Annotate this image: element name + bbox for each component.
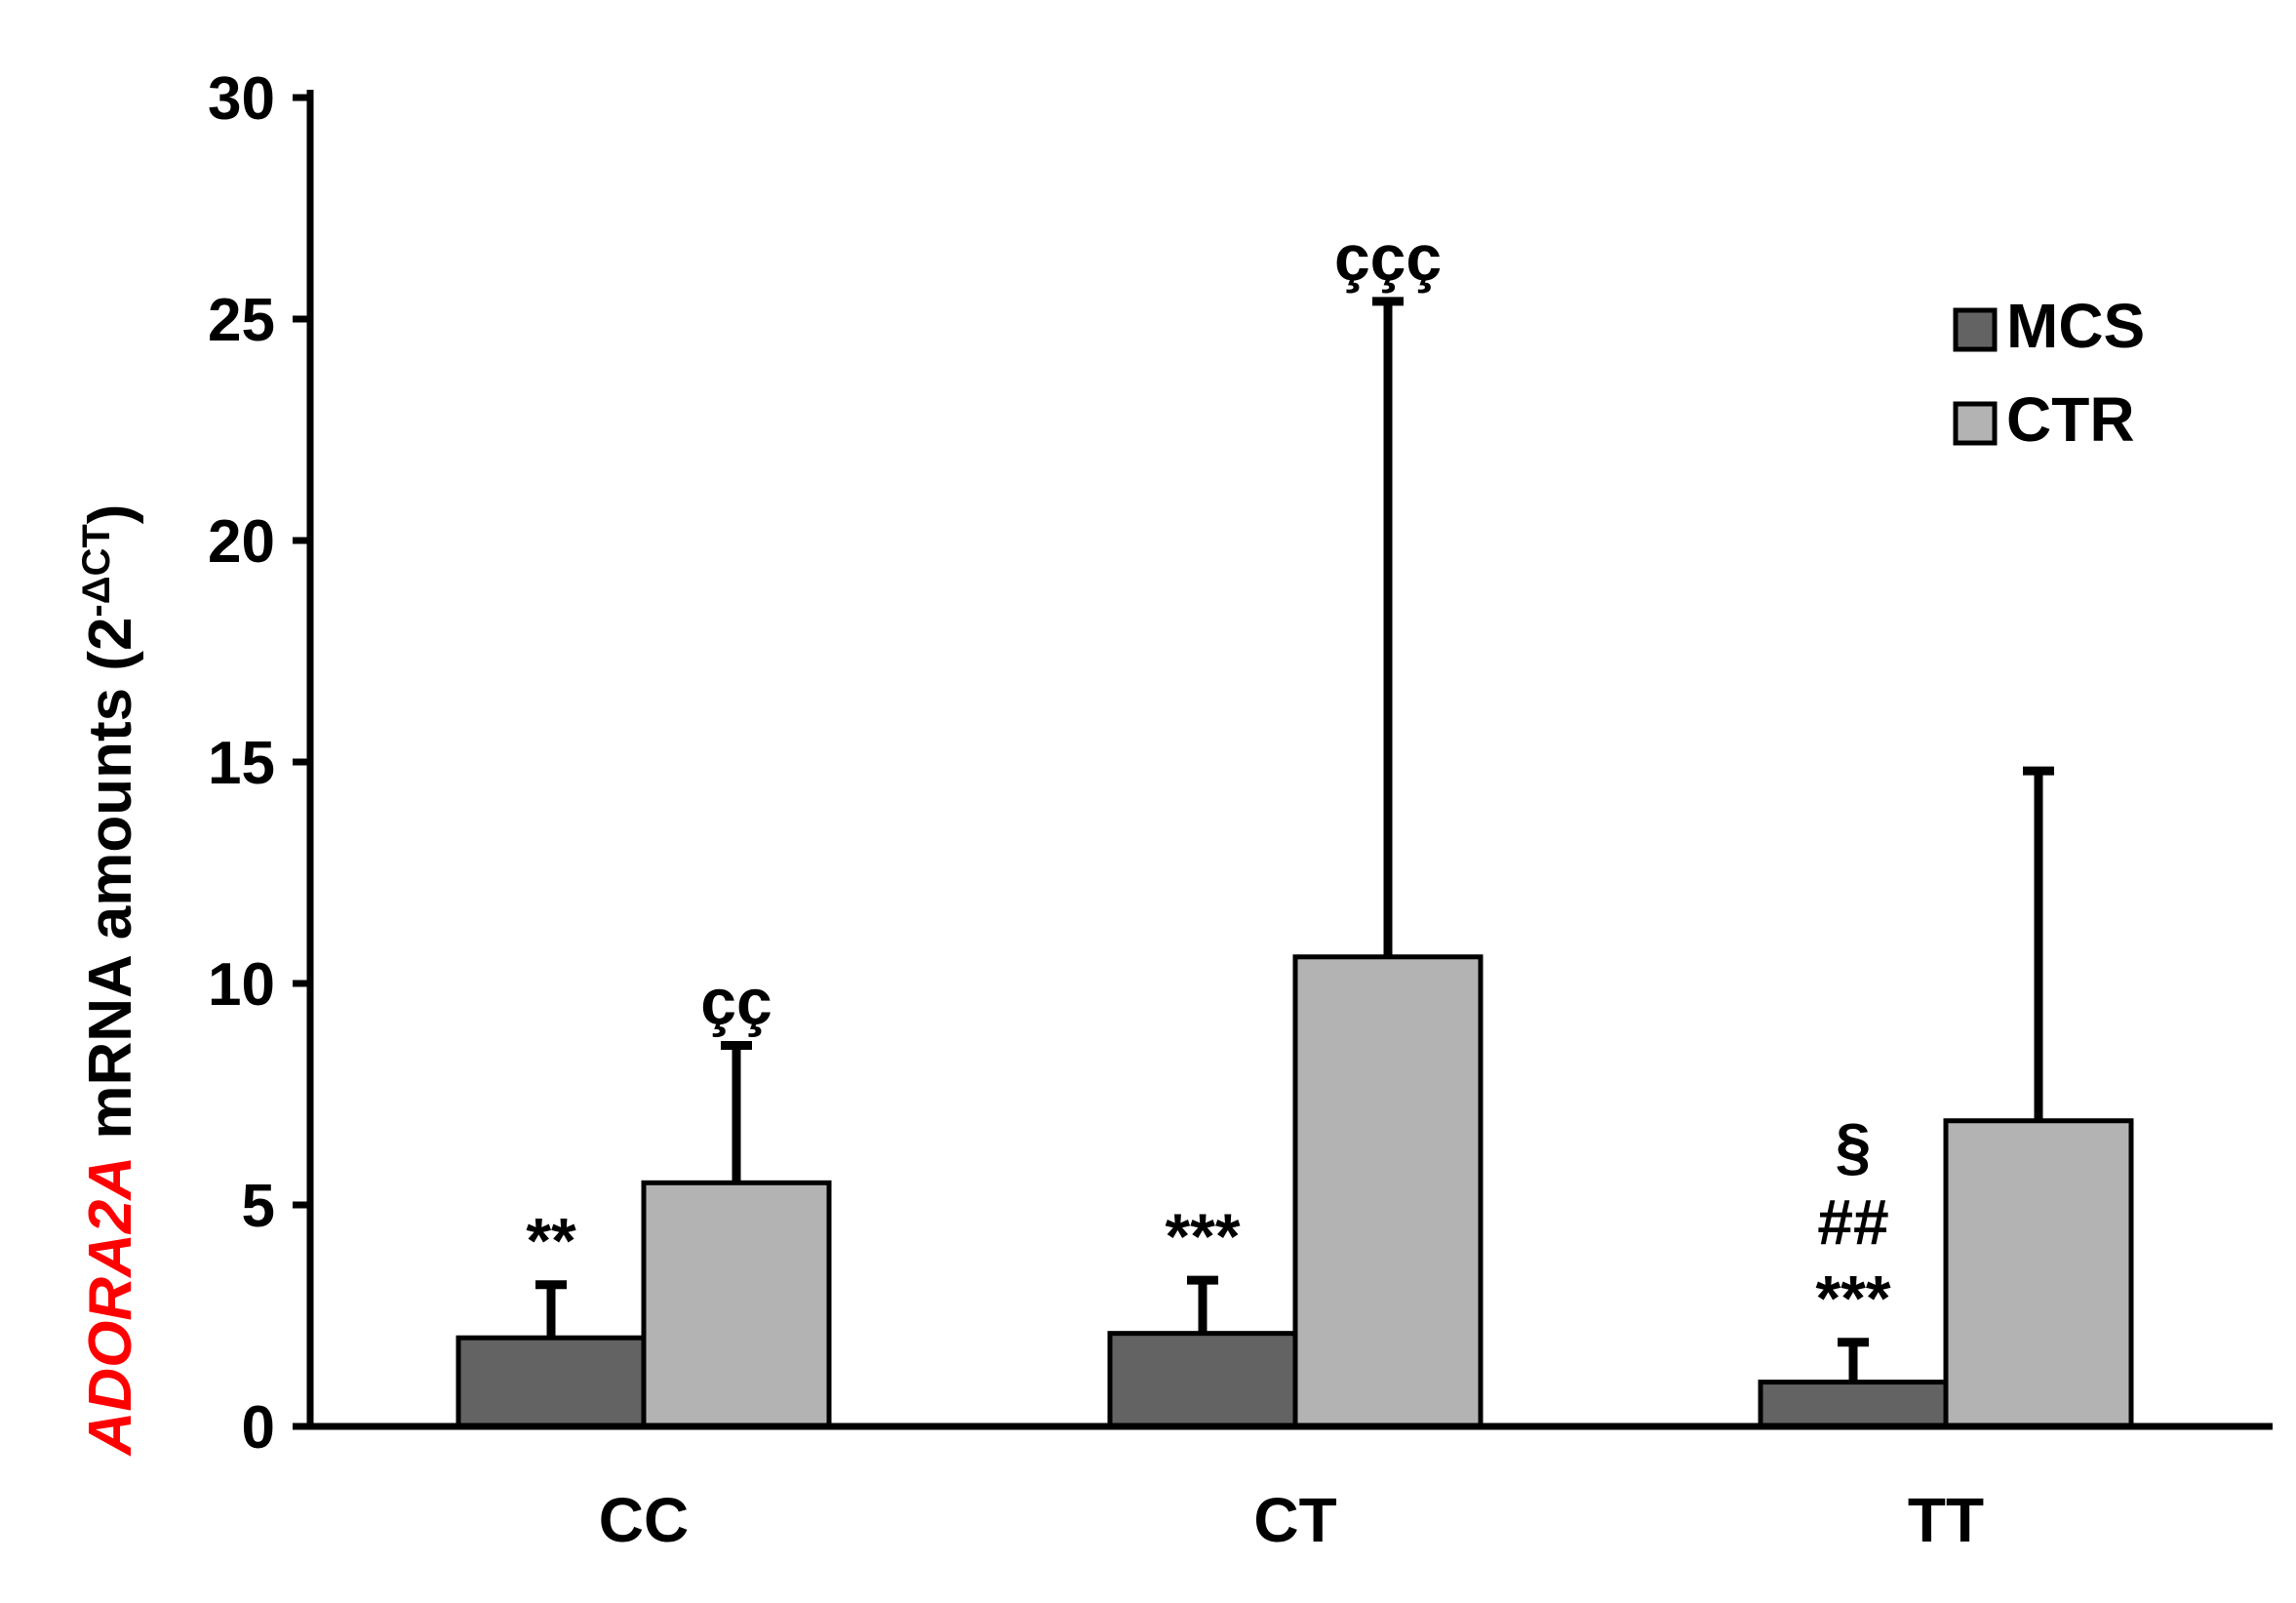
legend-swatch: [1953, 401, 1998, 446]
significance-marker: ***: [1815, 1262, 1890, 1335]
error-bar-mcs-ct: [1187, 1275, 1218, 1334]
y-tick-label: 15: [208, 730, 275, 797]
axes-layer: 0 5 10 15 20 25 30 CC CT TT: [208, 65, 2273, 1555]
y-axis-title-gene: ADORA2A: [77, 1156, 144, 1458]
legend-entry-ctr: CTR: [1953, 384, 2135, 455]
significance-marker: ççç: [1334, 221, 1442, 294]
y-axis-title-close: ): [77, 504, 144, 525]
significance-marker: ##: [1817, 1186, 1888, 1259]
legend-label: MCS: [2006, 291, 2145, 361]
bars-layer: [455, 954, 2134, 1429]
y-tick-label: 20: [208, 508, 275, 576]
legend-label: CTR: [2006, 384, 2135, 455]
legend-entry-mcs: MCS: [1953, 291, 2145, 361]
bar-mcs-ct: [1107, 1331, 1298, 1429]
bar-ctr-tt: [1943, 1118, 2134, 1429]
significance-marker: ***: [1165, 1200, 1240, 1272]
significance-marker: **: [526, 1205, 576, 1277]
significance-marker: §: [1836, 1110, 1872, 1182]
y-axis-title: ADORA2A mRNA amounts (2-ΔCT): [75, 504, 144, 1458]
significance-marker: çç: [700, 966, 772, 1038]
bar-mcs-tt: [1758, 1380, 1949, 1429]
bar-mcs-cc: [455, 1335, 647, 1429]
error-bar-mcs-cc: [535, 1280, 567, 1339]
error-bar-ctr-tt: [2023, 766, 2054, 1121]
bar-ctr-cc: [641, 1180, 832, 1429]
legend-swatch: [1953, 307, 1998, 352]
y-tick-label: 0: [242, 1394, 275, 1462]
y-tick-label: 30: [208, 65, 275, 133]
y-axis-title-superscript: -ΔCT: [75, 524, 118, 617]
x-category-label: TT: [1908, 1485, 1984, 1555]
y-tick-label: 25: [208, 287, 275, 354]
error-bar-ctr-cc: [721, 1041, 752, 1183]
legend: MCS CTR: [1953, 291, 2145, 455]
error-bars-layer: [535, 297, 2054, 1383]
error-bar-mcs-tt: [1838, 1338, 1869, 1383]
y-tick-label: 5: [242, 1173, 275, 1240]
error-bar-ctr-ct: [1372, 297, 1404, 957]
bar-ctr-ct: [1292, 954, 1484, 1429]
x-category-label: CC: [599, 1485, 689, 1555]
y-axis-title-text: mRNA amounts (2: [77, 618, 144, 1156]
y-tick-label: 10: [208, 951, 275, 1019]
x-category-label: CT: [1253, 1485, 1336, 1555]
